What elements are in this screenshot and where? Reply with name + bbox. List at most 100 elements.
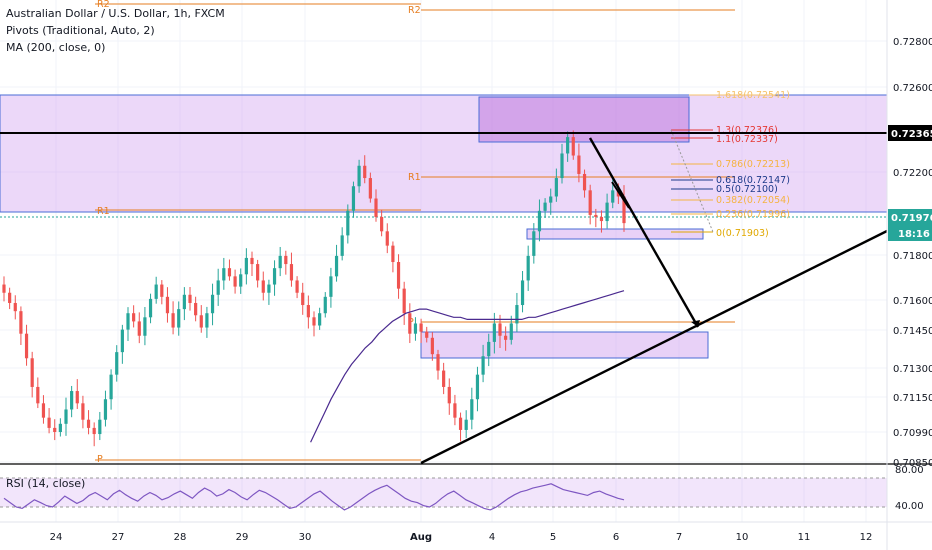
- candle-body: [199, 315, 203, 328]
- candle-body: [188, 294, 192, 303]
- x-tick-label: 24: [50, 532, 63, 543]
- candle-body: [148, 298, 153, 318]
- fib-label: 1.3(0.72376): [716, 125, 778, 136]
- candle-body: [526, 255, 530, 281]
- x-tick-label: 11: [798, 532, 811, 543]
- x-tick-label: 6: [613, 532, 619, 543]
- candle-body: [509, 323, 513, 340]
- pivot-label: R1: [408, 172, 421, 183]
- price-tick-label: 0.70850: [893, 458, 932, 469]
- fib-base-box: [526, 228, 704, 240]
- candle-body: [498, 323, 502, 336]
- candle-body: [537, 210, 542, 232]
- price-label: 0.71976: [891, 213, 932, 224]
- fib-label: 0.236(0.71996): [716, 209, 790, 220]
- candle-body: [58, 423, 62, 432]
- ma-200-line: [310, 290, 625, 443]
- candle-body: [351, 186, 356, 211]
- candle-body: [318, 313, 322, 326]
- uptrend-line: [420, 229, 888, 465]
- candle-body: [594, 214, 598, 217]
- candle-body: [363, 165, 367, 179]
- candle-body: [520, 280, 525, 306]
- candle-body: [396, 262, 401, 289]
- candle-body: [2, 284, 6, 293]
- price-tick-label: 0.71600: [893, 296, 932, 307]
- candle-body: [86, 419, 91, 428]
- candle-body: [368, 178, 372, 199]
- candle-body: [464, 419, 468, 430]
- candle-body: [194, 302, 198, 316]
- candle-body: [210, 294, 215, 314]
- candle-body: [442, 370, 446, 387]
- candle-body: [24, 333, 29, 359]
- candle-body: [143, 317, 147, 336]
- candle-body: [487, 341, 491, 357]
- candle-body: [385, 231, 389, 246]
- rsi-tick-label: 80.00: [895, 465, 924, 476]
- indicator-label: MA (200, close, 0): [6, 41, 105, 54]
- projection-arrowhead: [691, 320, 700, 327]
- candle-body: [261, 280, 265, 293]
- candle-body: [408, 313, 412, 334]
- candle-body: [492, 323, 496, 342]
- candle-body: [312, 317, 316, 326]
- candle-body: [504, 335, 508, 340]
- candle-body: [75, 391, 79, 404]
- chart-title: Australian Dollar / U.S. Dollar, 1h, FXC…: [6, 7, 225, 20]
- projection-line-short: [611, 181, 630, 209]
- price-label: 18:16: [898, 229, 930, 240]
- target-zone-box: [478, 96, 690, 143]
- support-zone-box: [420, 331, 709, 359]
- candle-body: [70, 391, 74, 410]
- candle-body: [329, 276, 333, 297]
- candle-body: [481, 356, 485, 375]
- projection-line-down: [588, 137, 700, 328]
- price-label-bg: [888, 225, 932, 241]
- candle-body: [47, 417, 51, 428]
- candle-body: [53, 427, 57, 432]
- x-tick-label: 5: [550, 532, 556, 543]
- candle-body: [380, 216, 384, 232]
- candle-body: [340, 235, 344, 256]
- price-tick-label: 0.71800: [893, 251, 932, 262]
- price-label-bg: [888, 125, 932, 141]
- price-axis: 0.72800 0.72600 0.72200 0.71800 0.71600 0.714…: [893, 37, 932, 469]
- candle-body: [419, 323, 423, 332]
- candle-body: [453, 403, 457, 418]
- price-tick-label: 0.72600: [893, 83, 932, 94]
- candle-body: [425, 331, 429, 338]
- candle-body: [8, 292, 12, 303]
- candle-body: [566, 137, 570, 154]
- candle-body: [306, 305, 310, 318]
- price-tick-label: 0.71150: [893, 393, 932, 404]
- fib-label: 0(0.71903): [716, 228, 769, 239]
- candle-body: [132, 313, 136, 322]
- candle-body: [430, 337, 434, 355]
- candle-body: [239, 274, 243, 287]
- candle-body: [227, 268, 232, 277]
- candle-body: [272, 268, 277, 285]
- candle-body: [289, 264, 294, 281]
- fib-label: 0.5(0.72100): [716, 184, 778, 195]
- price-tick-label: 0.72800: [893, 37, 932, 48]
- candle-body: [171, 313, 175, 328]
- x-axis: 24 27 28 29 30 Aug 4 5 6 7 10 11 12: [50, 532, 873, 543]
- rsi-title: RSI (14, close): [6, 477, 85, 490]
- price-label: 0.72365: [891, 129, 932, 140]
- price-tick-label: 0.72200: [893, 168, 932, 179]
- rsi-line: [3, 483, 625, 511]
- pivot-label: P: [97, 454, 103, 465]
- candles: [2, 130, 626, 447]
- candle-body: [250, 257, 254, 265]
- candle-body: [605, 202, 609, 222]
- candle-body: [588, 190, 592, 215]
- fib-label: 0.618(0.72147): [716, 175, 790, 186]
- fib-label: 0.786(0.72213): [716, 159, 790, 170]
- candle-body: [205, 313, 209, 328]
- candle-body: [256, 264, 260, 281]
- candle-body: [577, 155, 581, 174]
- price-label-bg: [888, 209, 932, 225]
